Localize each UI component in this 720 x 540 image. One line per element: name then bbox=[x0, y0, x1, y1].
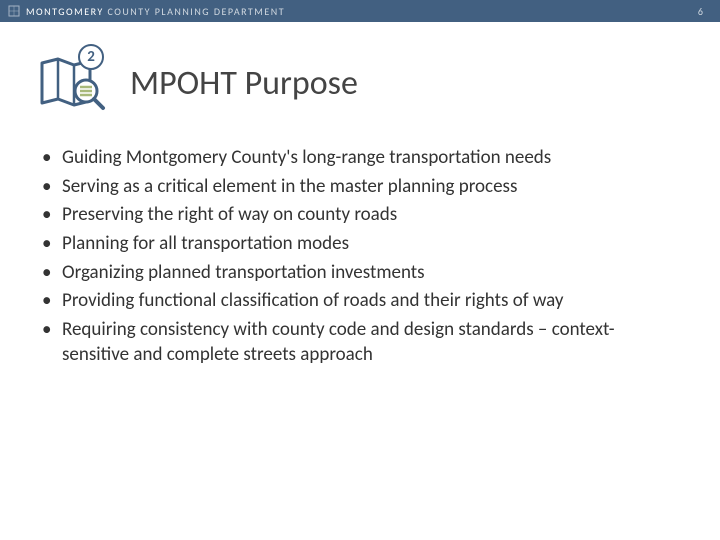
page-number: 6 bbox=[698, 5, 704, 18]
header-left: MONTGOMERY COUNTY PLANNING DEPARTMENT bbox=[8, 5, 285, 18]
planning-dept-mini-logo-icon bbox=[8, 5, 20, 17]
header-org-name: MONTGOMERY COUNTY PLANNING DEPARTMENT bbox=[26, 5, 285, 18]
list-item: Serving as a critical element in the mas… bbox=[36, 175, 676, 200]
slide-header: MONTGOMERY COUNTY PLANNING DEPARTMENT 6 bbox=[0, 0, 720, 22]
title-row: 2 MPOHT Purpose bbox=[0, 22, 720, 138]
bullet-list-container: Guiding Montgomery County's long-range t… bbox=[0, 138, 720, 368]
slide-title: MPOHT Purpose bbox=[130, 63, 358, 104]
header-org-rest: COUNTY PLANNING DEPARTMENT bbox=[104, 5, 285, 18]
header-org-strong: MONTGOMERY bbox=[26, 5, 104, 18]
list-item: Preserving the right of way on county ro… bbox=[36, 203, 676, 228]
list-item: Organizing planned transportation invest… bbox=[36, 261, 676, 286]
section-number-badge: 2 bbox=[78, 44, 104, 70]
bullet-list: Guiding Montgomery County's long-range t… bbox=[36, 146, 676, 368]
list-item: Planning for all transportation modes bbox=[36, 232, 676, 257]
list-item: Guiding Montgomery County's long-range t… bbox=[36, 146, 676, 171]
title-icon-wrap: 2 bbox=[32, 48, 112, 118]
list-item: Providing functional classification of r… bbox=[36, 289, 676, 314]
list-item: Requiring consistency with county code a… bbox=[36, 318, 676, 367]
